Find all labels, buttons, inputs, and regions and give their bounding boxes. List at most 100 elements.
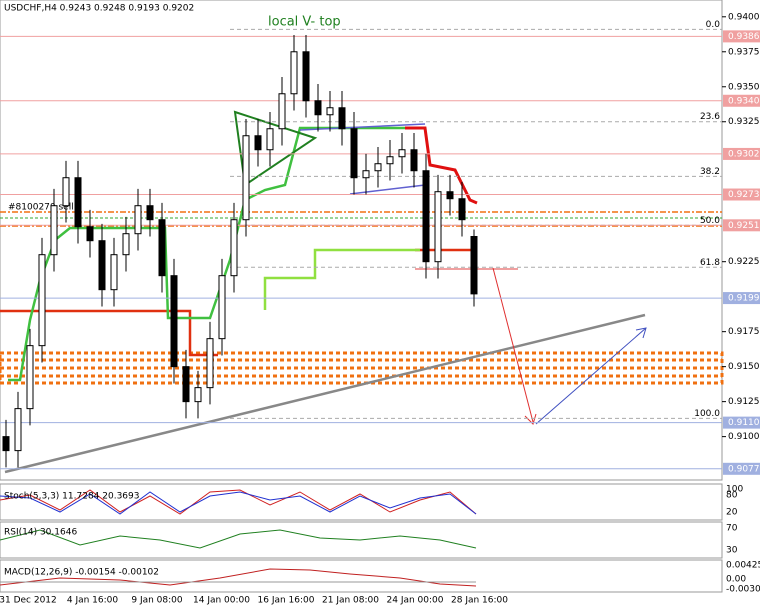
channel <box>349 184 426 195</box>
candle-body <box>266 128 274 151</box>
sub-tick-label: 80 <box>726 491 738 501</box>
green-line <box>8 126 405 382</box>
x-tick-label: 24 Jan 00:00 <box>387 596 444 606</box>
candle-body <box>314 100 322 116</box>
y-tick-label: 0.9150 <box>728 362 760 372</box>
level-label: 0.9110 <box>728 418 760 428</box>
candle-body <box>206 338 214 389</box>
x-tick-label: 9 Jan 08:00 <box>131 596 183 606</box>
sub-tick-label: 0.00 <box>726 575 746 585</box>
x-tick-label: 28 Jan 16:00 <box>451 596 508 606</box>
sub-tick-label: 20 <box>726 508 738 518</box>
level-tag <box>723 188 760 201</box>
sub-tick-label: 0.00425 <box>726 561 760 571</box>
level-tag <box>723 219 760 232</box>
sub-tick-label: -0.00304 <box>726 585 760 595</box>
candle-body <box>62 177 70 207</box>
y-tick-label: 0.9400 <box>728 12 760 22</box>
order-label: #8100270 sell <box>8 203 74 213</box>
x-tick-label: 14 Jan 00:00 <box>193 596 250 606</box>
candle-body <box>458 198 466 221</box>
fib-label: 61.8 <box>700 258 720 268</box>
level-tag <box>723 30 760 43</box>
candle-body <box>242 135 250 221</box>
candle-body <box>158 219 166 277</box>
macd-signal <box>0 568 477 587</box>
trendline <box>4 313 646 474</box>
y-tick-label: 0.9100 <box>728 432 760 442</box>
sub-tick-label: 100 <box>726 485 743 495</box>
level-tag <box>723 147 760 160</box>
candle-body <box>194 387 202 403</box>
y-tick-label: 0.9325 <box>728 117 760 127</box>
candle-body <box>218 275 226 340</box>
stoch-line <box>0 491 477 515</box>
x-tick-label: 16 Jan 16:00 <box>258 596 315 606</box>
candle-body <box>26 345 34 410</box>
candle-body <box>350 128 358 179</box>
candle-body <box>122 233 130 256</box>
candle-body <box>134 205 142 235</box>
level-label: 0.9302 <box>728 149 760 159</box>
green-line <box>263 248 420 310</box>
x-tick-label: 31 Dec 2012 <box>0 596 57 606</box>
y-tick-label: 0.9175 <box>728 327 760 337</box>
main-panel <box>0 0 723 481</box>
candle-body <box>38 254 46 347</box>
candle-body <box>446 191 454 200</box>
level-tag <box>723 462 760 475</box>
sub-tick-label: 30 <box>726 546 738 556</box>
rsi-line <box>0 529 477 549</box>
y-tick-label: 0.9125 <box>728 397 760 407</box>
level-tag <box>723 292 760 305</box>
candle-body <box>230 219 238 277</box>
candle-body <box>170 275 178 368</box>
candle-body <box>422 170 430 263</box>
candle-body <box>110 254 118 291</box>
x-tick-label: 4 Jan 16:00 <box>67 596 119 606</box>
fib-label: 100.0 <box>694 409 720 419</box>
candle-body <box>362 170 370 179</box>
y-tick-label: 0.9375 <box>728 47 760 57</box>
candle-body <box>50 205 58 256</box>
candle-body <box>338 107 346 130</box>
stoch-line <box>0 489 477 515</box>
candle-body <box>398 149 406 158</box>
level-label: 0.9273 <box>728 190 760 200</box>
level-label: 0.9077 <box>728 464 760 474</box>
candle-body <box>98 240 106 291</box>
candle-body <box>434 191 442 263</box>
candle-body <box>290 51 298 95</box>
candle-body <box>2 436 10 452</box>
candle-body <box>302 51 310 102</box>
candle-body <box>254 135 262 151</box>
x-tick-label: 21 Jan 08:00 <box>322 596 379 606</box>
arrow <box>492 267 534 423</box>
level-label: 0.9251 <box>728 221 760 231</box>
candle-body <box>278 93 286 130</box>
level-label: 0.9199 <box>728 294 760 304</box>
candle-body <box>470 236 478 295</box>
stoch-label: Stoch(5,3,3) 11.7284 20.3693 <box>4 492 139 502</box>
fib-label: 0.0 <box>706 20 721 30</box>
candle-body <box>410 149 418 172</box>
red-line <box>405 126 478 205</box>
level-tag <box>723 94 760 107</box>
fib-label: 23.6 <box>700 112 720 122</box>
candle-body <box>14 408 22 452</box>
red-line <box>0 309 218 357</box>
rsi-label: RSI(14) 30.1646 <box>4 528 77 538</box>
candle-body <box>182 366 190 403</box>
level-tag <box>723 416 760 429</box>
annotation: local V- top <box>268 15 341 30</box>
candle-body <box>74 177 82 228</box>
drawings <box>0 110 724 587</box>
candle-body <box>326 107 334 116</box>
macd-panel <box>0 559 723 593</box>
fib-label: 38.2 <box>700 167 720 177</box>
macd-label: MACD(12,26,9) -0.00154 -0.00102 <box>4 568 159 578</box>
arrow <box>535 327 647 425</box>
stoch-panel <box>0 483 723 521</box>
y-tick-label: 0.9350 <box>728 82 760 92</box>
